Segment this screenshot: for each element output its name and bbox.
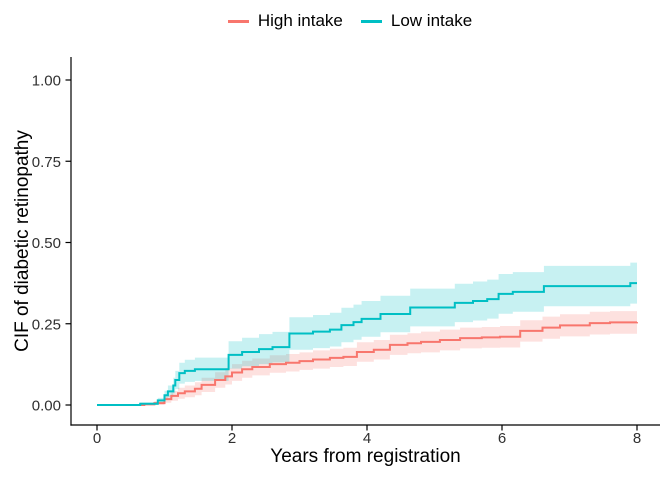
- y-tick-label: 0.00: [32, 398, 61, 415]
- legend-key-line-high-intake-icon: [227, 19, 249, 23]
- legend-label-low-intake: Low intake: [390, 11, 473, 30]
- x-tick-label: 8: [633, 430, 641, 447]
- x-tick-label: 0: [93, 430, 101, 447]
- x-axis-title: Years from registration: [270, 446, 461, 467]
- high-intake-confidence-band: [97, 310, 637, 405]
- legend-label-high-intake: High intake: [257, 11, 343, 30]
- x-tick-label: 2: [228, 430, 236, 447]
- legend-item-high-intake: High intake: [227, 11, 343, 31]
- y-tick-label: 1.00: [32, 73, 61, 90]
- y-tick-label: 0.25: [32, 316, 61, 333]
- low-intake-confidence-band: [97, 262, 637, 405]
- legend-key-line-low-intake-icon: [360, 19, 382, 23]
- y-tick-label: 0.75: [32, 154, 61, 171]
- y-tick-label: 0.50: [32, 235, 61, 252]
- legend: High intake Low intake: [14, 11, 672, 31]
- x-tick-label: 6: [498, 430, 506, 447]
- low-intake-line: [97, 282, 637, 406]
- high-intake-line: [97, 321, 638, 406]
- y-axis-title: CIF of diabetic retinopathy: [12, 130, 33, 352]
- legend-item-low-intake: Low intake: [360, 11, 473, 31]
- x-tick-label: 4: [363, 430, 371, 447]
